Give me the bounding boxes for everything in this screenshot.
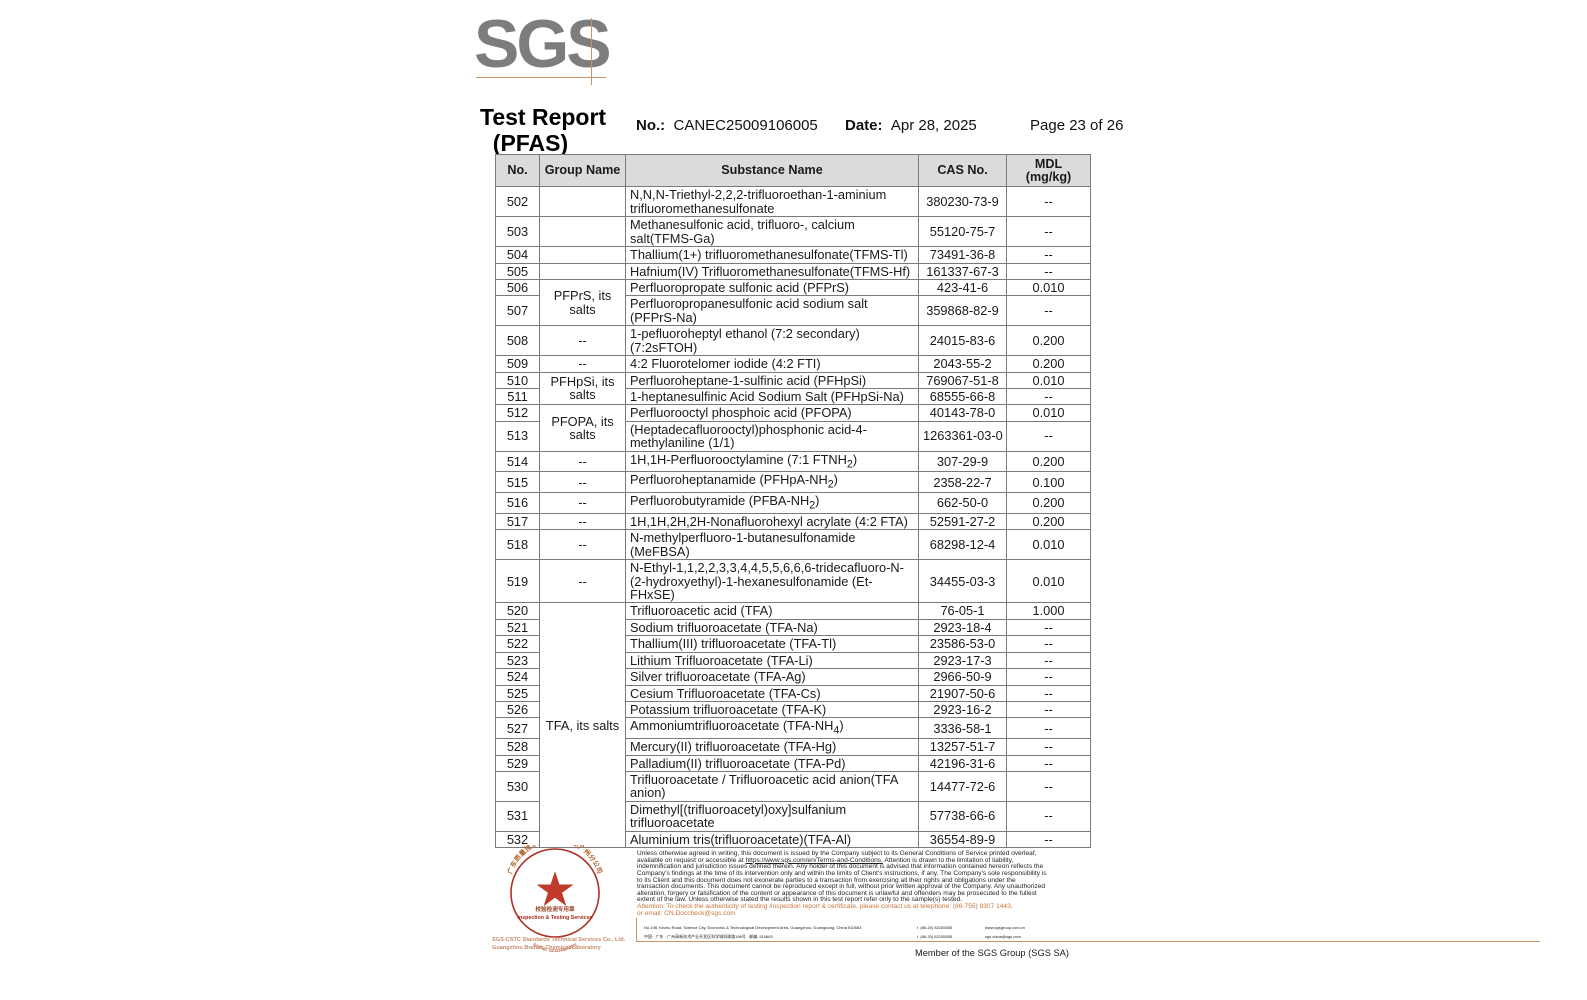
svg-text:Inspection & Testing Services: Inspection & Testing Services — [518, 915, 593, 921]
svg-text:校验检测专用章: 校验检测专用章 — [535, 905, 575, 913]
svg-text:SGS-CSTC Standards Technical S: SGS-CSTC Standards Technical Services Co… — [492, 937, 627, 951]
